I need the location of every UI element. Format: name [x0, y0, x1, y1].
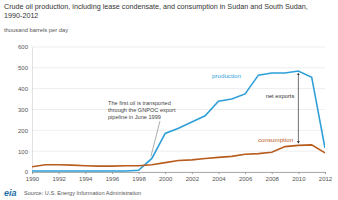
x-tick-mark	[245, 172, 246, 174]
text-line: through the GNPOC export	[108, 107, 176, 113]
annotation: net exports	[266, 93, 295, 99]
x-tick-label: 2002	[186, 176, 200, 182]
logo: eia	[4, 188, 17, 198]
annotation-line	[151, 121, 160, 156]
x-axis-line	[33, 172, 326, 173]
grid-line	[32, 151, 325, 152]
grid	[32, 47, 325, 172]
y-tick: 0	[25, 169, 32, 175]
y-tick-label: 0	[25, 169, 29, 175]
x-tick-label: 1990	[26, 176, 40, 182]
x-tick-mark	[272, 172, 273, 174]
x-tick-label: 2000	[159, 176, 173, 182]
y-tick-label: 200	[18, 128, 29, 134]
y-axis-title: thousand barrels per day	[4, 27, 68, 33]
x-tick-mark	[298, 172, 299, 174]
y-tick-label: 500	[18, 65, 29, 71]
y-tick: 100	[18, 149, 32, 155]
y-tick: 500	[18, 65, 32, 71]
x-tick: 1992	[52, 172, 66, 182]
annotation: The first oil is transportedthrough the …	[108, 100, 176, 120]
x-tick-label: 2012	[319, 176, 333, 182]
x-tick-label: 2004	[212, 176, 226, 182]
grid-line	[32, 88, 325, 89]
x-tick: 1996	[106, 172, 120, 182]
line-production	[32, 71, 325, 171]
x-axis: 1990 1992 1994 1996 1998 2000 2002 2004 2006 2008…	[26, 172, 333, 182]
grid-line	[32, 67, 325, 68]
x-tick-mark	[112, 172, 113, 174]
grid-line	[32, 130, 325, 131]
x-tick-label: 1992	[52, 176, 66, 182]
y-tick-label: 400	[18, 86, 29, 92]
text-line: Crude oil production, including lease co…	[4, 2, 308, 11]
x-tick-mark	[192, 172, 193, 174]
x-tick-mark	[85, 172, 86, 174]
x-tick: 2000	[159, 172, 173, 182]
y-tick-label: 100	[18, 149, 29, 155]
y-axis: 0 100 200 300 400 500 600	[18, 44, 33, 175]
x-tick: 2010	[292, 172, 306, 182]
x-tick-mark	[139, 172, 140, 174]
y-tick: 400	[18, 86, 32, 92]
x-tick-mark	[218, 172, 219, 174]
grid-line	[32, 47, 325, 48]
x-tick-label: 2008	[266, 176, 280, 182]
y-tick-label: 600	[18, 44, 29, 50]
text-line: 1990-2012	[4, 11, 38, 20]
x-tick: 1998	[132, 172, 146, 182]
x-tick-mark	[59, 172, 60, 174]
x-tick: 2002	[186, 172, 200, 182]
plot-area	[32, 71, 325, 171]
y-tick: 300	[18, 107, 32, 113]
net-exports-arrow	[298, 74, 299, 142]
x-tick-label: 1996	[106, 176, 120, 182]
y-axis-line	[32, 48, 33, 173]
y-tick-label: 300	[18, 107, 29, 113]
x-tick-label: 2010	[292, 176, 306, 182]
text-line: The first oil is transported	[108, 100, 171, 106]
line-consumption	[32, 145, 325, 167]
x-tick: 1990	[26, 172, 40, 182]
x-tick: 1994	[79, 172, 93, 182]
x-tick-label: 2006	[239, 176, 253, 182]
source: Source: U.S. Energy Information Administ…	[24, 190, 141, 196]
x-tick: 2008	[266, 172, 280, 182]
x-tick-label: 1994	[79, 176, 93, 182]
grid-line	[32, 109, 325, 110]
series-label: consumption	[258, 136, 294, 143]
x-tick-mark	[325, 172, 326, 174]
series-label: production	[212, 72, 241, 79]
text-line: pipeline in June 1999	[108, 114, 161, 120]
x-tick: 2004	[212, 172, 226, 182]
x-tick: 2012	[319, 172, 333, 182]
x-tick-mark	[165, 172, 166, 174]
y-tick: 600	[18, 44, 32, 50]
title: Crude oil production, including lease co…	[4, 2, 308, 20]
y-tick: 200	[18, 128, 32, 134]
x-tick-label: 1998	[132, 176, 146, 182]
x-tick-mark	[32, 172, 33, 174]
x-tick: 2006	[239, 172, 253, 182]
chart: Crude oil production, including lease co…	[0, 0, 338, 200]
